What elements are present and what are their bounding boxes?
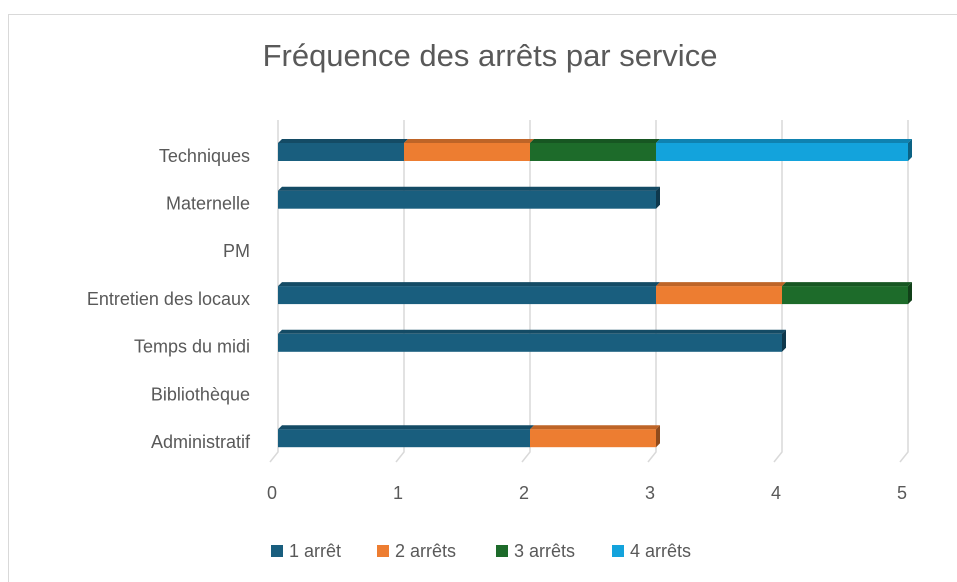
y-tick-label: Temps du midi <box>134 337 250 357</box>
grid-line <box>521 120 531 463</box>
bar-side <box>908 282 912 305</box>
grid-line <box>899 120 909 463</box>
x-tick-label: 0 <box>267 483 277 503</box>
bar <box>782 286 908 305</box>
legend-swatch <box>271 545 283 557</box>
legend-label: 3 arrêts <box>514 541 575 561</box>
bar-side <box>908 139 912 161</box>
bar <box>530 143 656 161</box>
bar-top <box>530 425 660 430</box>
grid-line <box>395 120 405 463</box>
bar <box>278 333 782 352</box>
y-tick-label: Administratif <box>151 432 251 452</box>
grid-line <box>647 120 657 463</box>
legend-swatch <box>377 545 389 557</box>
bar <box>656 286 782 305</box>
y-tick-label: Maternelle <box>166 193 250 213</box>
y-tick-label: Bibliothèque <box>151 384 250 404</box>
x-tick-label: 1 <box>393 483 403 503</box>
bar-top <box>278 139 408 143</box>
grid-line <box>269 120 279 463</box>
bar-top <box>656 139 912 143</box>
bar-side <box>782 329 786 352</box>
bar-top <box>278 186 660 191</box>
x-tick-label: 4 <box>771 483 781 503</box>
bar <box>530 429 656 448</box>
bar-top <box>278 329 786 334</box>
legend-label: 1 arrêt <box>289 541 341 561</box>
bar-top <box>278 282 660 287</box>
legend-swatch <box>612 545 624 557</box>
bar <box>278 143 404 161</box>
chart-title: Fréquence des arrêts par service <box>263 38 718 73</box>
bar <box>278 286 656 305</box>
bar-side <box>656 186 660 209</box>
bar <box>404 143 530 161</box>
bar-top <box>530 139 660 143</box>
bar <box>656 143 908 161</box>
bar-top <box>656 282 786 287</box>
y-tick-label: Entretien des locaux <box>87 289 250 309</box>
legend-label: 4 arrêts <box>630 541 691 561</box>
bar-top <box>278 425 534 430</box>
bar-top <box>782 282 912 287</box>
grid-line <box>773 120 783 463</box>
bar-side <box>656 425 660 448</box>
legend-label: 2 arrêts <box>395 541 456 561</box>
bar <box>278 190 656 209</box>
bar <box>278 429 530 448</box>
x-tick-label: 5 <box>897 483 907 503</box>
y-tick-label: PM <box>223 241 250 261</box>
y-tick-label: Techniques <box>159 146 250 166</box>
x-tick-label: 2 <box>519 483 529 503</box>
legend-swatch <box>496 545 508 557</box>
bar-top <box>404 139 534 143</box>
x-tick-label: 3 <box>645 483 655 503</box>
